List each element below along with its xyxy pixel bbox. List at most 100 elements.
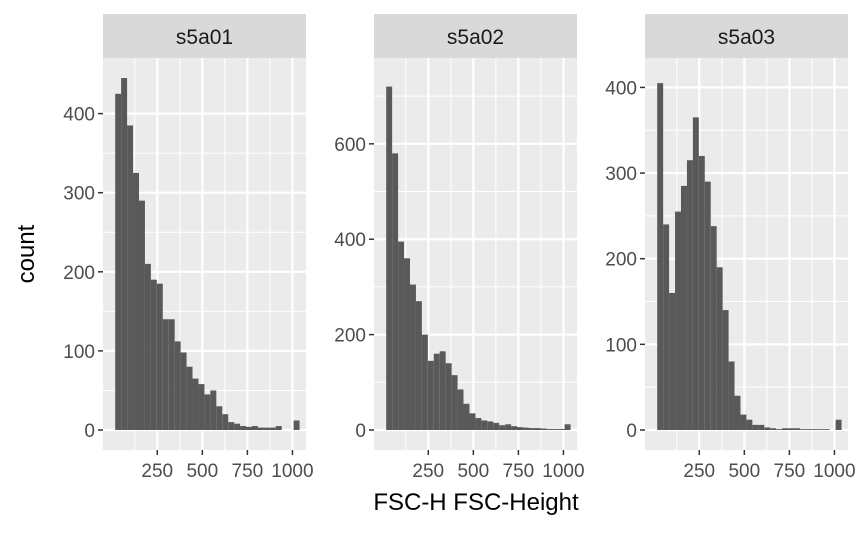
histogram-bar	[728, 361, 735, 430]
histogram-bar	[386, 86, 393, 431]
histogram-bar	[722, 310, 729, 430]
x-tick-label: 1000	[542, 461, 584, 482]
histogram-bar	[275, 426, 282, 430]
x-tick-label: 500	[728, 461, 760, 482]
histogram-bar	[156, 283, 163, 430]
y-tick-label: 300	[605, 164, 637, 185]
histogram-bar	[799, 429, 806, 430]
histogram-bar	[517, 427, 523, 430]
histogram-bar	[162, 319, 169, 430]
histogram-bar	[398, 241, 405, 430]
histogram-bar	[222, 414, 229, 430]
x-tick-label: 500	[457, 461, 489, 482]
histogram-bar	[168, 319, 175, 430]
y-tick-label: 0	[355, 421, 366, 442]
histogram-bar	[680, 185, 687, 430]
y-tick-label: 400	[63, 105, 95, 126]
histogram-bar	[481, 420, 488, 430]
histogram-bar	[758, 424, 765, 430]
histogram-bar	[228, 422, 235, 430]
histogram-bar	[835, 419, 842, 430]
histogram-bar	[463, 403, 470, 430]
facet-strip	[103, 14, 306, 58]
facet-strip-label: s5a03	[718, 26, 775, 49]
histogram-bar	[192, 378, 199, 430]
histogram-bar	[746, 419, 753, 430]
histogram-bar	[752, 424, 759, 430]
x-tick-label: 250	[141, 461, 173, 482]
facet-strip	[374, 14, 577, 58]
histogram-bar	[439, 351, 446, 430]
histogram-bar	[198, 384, 205, 430]
histogram-bar	[540, 428, 547, 430]
histogram-bar	[782, 428, 789, 430]
histogram-bar	[522, 427, 529, 430]
x-tick-label: 250	[683, 461, 715, 482]
histogram-bar	[493, 422, 500, 430]
histogram-bar	[257, 427, 264, 430]
histogram-bar	[487, 421, 494, 430]
y-tick-label: 300	[63, 184, 95, 205]
x-tick-label: 500	[186, 461, 218, 482]
histogram-bar	[469, 413, 476, 430]
histogram-bar	[805, 429, 812, 430]
histogram-bar	[127, 125, 134, 431]
histogram-bar	[788, 428, 794, 430]
histogram-bar	[121, 78, 128, 430]
histogram-bar	[186, 366, 193, 430]
histogram-bar	[263, 427, 270, 430]
histogram-bar	[776, 429, 783, 430]
histogram-bar	[174, 341, 181, 430]
facet-panel-s5a03: s5a03 0 100 200 300 400 250 500 750 1000	[605, 14, 856, 482]
histogram-bar	[811, 429, 818, 430]
histogram-bar	[475, 418, 482, 430]
x-tick-label: 1000	[813, 461, 855, 482]
y-tick-label: 100	[63, 342, 95, 363]
histogram-bar	[657, 83, 664, 431]
histogram-bar	[240, 426, 247, 430]
facet-panel-s5a01: s5a01 0 100 200 300 400 250 500 750 1000	[63, 14, 314, 482]
histogram-bar	[528, 428, 535, 430]
y-tick-label: 400	[334, 230, 366, 251]
histogram-bar	[234, 423, 241, 430]
y-tick-label: 0	[626, 421, 637, 442]
histogram-bar	[740, 414, 747, 430]
histogram-bar	[552, 429, 559, 430]
histogram-bar	[433, 353, 440, 430]
histogram-bar	[445, 363, 452, 430]
facet-strip-label: s5a01	[176, 26, 233, 49]
histogram-bar	[692, 117, 699, 430]
histogram-bar	[793, 428, 800, 430]
y-tick-label: 400	[605, 78, 637, 99]
histogram-bar	[823, 429, 830, 430]
histogram-bar	[734, 395, 741, 430]
histogram-bar	[675, 211, 681, 430]
y-axis-title: count	[13, 224, 40, 283]
histogram-bar	[269, 427, 276, 430]
histogram-bar	[558, 429, 565, 430]
x-tick-label: 1000	[271, 461, 313, 482]
histogram-bar	[511, 426, 518, 430]
histogram-bar	[669, 292, 676, 430]
x-tick-label: 250	[412, 461, 444, 482]
y-tick-label: 200	[605, 250, 637, 271]
histogram-bar	[505, 424, 512, 430]
facet-strip-label: s5a02	[447, 26, 504, 49]
histogram-bar	[246, 426, 252, 430]
x-tick-label: 750	[503, 461, 535, 482]
y-tick-label: 0	[84, 421, 95, 442]
histogram-bar	[150, 279, 157, 430]
facet-panel-s5a02: s5a02 0 200 400 600 250 500 750 1000	[334, 14, 585, 482]
x-axis-title: FSC-H FSC-Height	[373, 489, 579, 516]
histogram-bar	[293, 420, 300, 430]
histogram-bar	[392, 153, 399, 431]
histogram-bar	[115, 93, 122, 430]
histogram-bar	[704, 181, 711, 430]
histogram-bar	[686, 160, 693, 430]
histogram-bar	[421, 334, 428, 430]
histogram-bar	[716, 267, 723, 430]
histogram-bar	[144, 263, 151, 430]
histogram-bar	[133, 172, 139, 431]
histogram-bar	[427, 360, 434, 430]
histogram-bar	[409, 284, 416, 430]
